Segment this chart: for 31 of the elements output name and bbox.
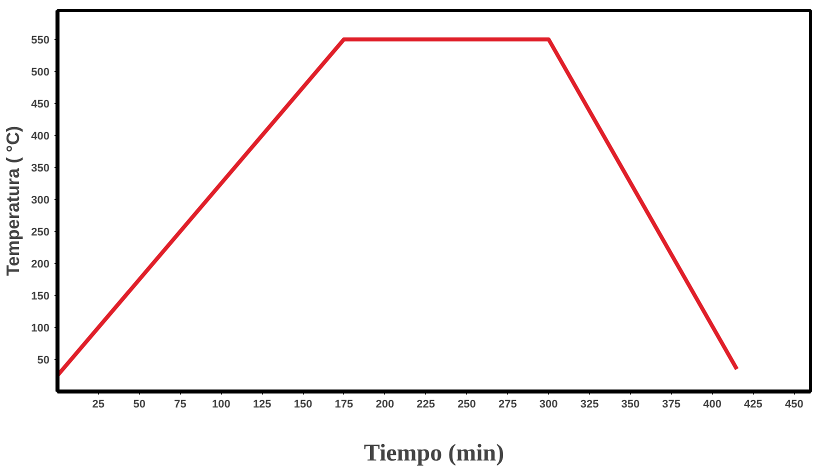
y-tick-label: 250 bbox=[31, 226, 50, 238]
y-tick-label: 150 bbox=[31, 290, 50, 302]
x-tick-label: 300 bbox=[539, 398, 558, 410]
x-tick-label: 175 bbox=[334, 398, 354, 410]
x-tick-label: 25 bbox=[92, 398, 105, 410]
x-tick-label: 425 bbox=[744, 398, 762, 410]
y-tick-label: 500 bbox=[31, 66, 50, 78]
x-tick-label: 200 bbox=[376, 398, 394, 410]
x-tick-label: 400 bbox=[703, 398, 722, 410]
y-tick-label: 50 bbox=[37, 354, 50, 366]
y-axis-title: Temperatura ( °C) bbox=[3, 126, 24, 276]
x-tick-label: 350 bbox=[621, 398, 640, 410]
x-tick-label: 125 bbox=[252, 398, 272, 410]
x-tick-label: 150 bbox=[294, 398, 312, 410]
y-tick-label: 450 bbox=[31, 98, 50, 110]
x-tick-label: 225 bbox=[416, 398, 435, 410]
x-tick-label: 100 bbox=[212, 398, 230, 410]
y-tick-label: 200 bbox=[31, 258, 50, 270]
x-tick-label: 75 bbox=[174, 398, 186, 410]
y-tick-label: 350 bbox=[31, 162, 50, 174]
y-tick-label: 550 bbox=[31, 34, 50, 46]
y-tick-label: 400 bbox=[31, 130, 50, 142]
x-tick-label: 375 bbox=[662, 398, 681, 410]
x-tick-label: 450 bbox=[784, 398, 804, 410]
x-tick-label: 50 bbox=[133, 398, 146, 410]
y-tick-label: 300 bbox=[31, 194, 50, 206]
y-tick-label: 100 bbox=[31, 322, 50, 334]
x-tick-label: 275 bbox=[498, 398, 517, 410]
x-tick-label: 250 bbox=[458, 398, 476, 410]
x-axis-title: Tiempo (min) bbox=[364, 440, 504, 466]
x-tick-label: 325 bbox=[580, 398, 599, 410]
